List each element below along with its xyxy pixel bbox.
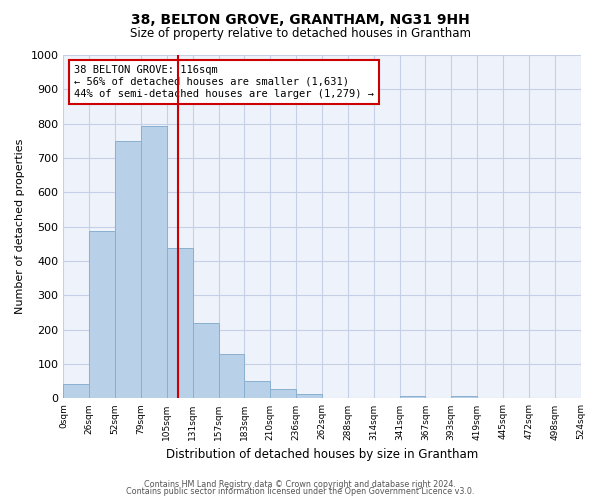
Bar [451, 396, 477, 398]
Y-axis label: Number of detached properties: Number of detached properties [15, 139, 25, 314]
Text: Contains public sector information licensed under the Open Government Licence v3: Contains public sector information licen… [126, 487, 474, 496]
Text: 38 BELTON GROVE: 116sqm
← 56% of detached houses are smaller (1,631)
44% of semi: 38 BELTON GROVE: 116sqm ← 56% of detache… [74, 66, 374, 98]
Bar [64, 384, 89, 398]
Bar [296, 394, 322, 398]
Bar [141, 126, 167, 398]
Text: 38, BELTON GROVE, GRANTHAM, NG31 9HH: 38, BELTON GROVE, GRANTHAM, NG31 9HH [131, 12, 469, 26]
Bar [270, 389, 296, 398]
Text: Size of property relative to detached houses in Grantham: Size of property relative to detached ho… [130, 28, 470, 40]
Text: Contains HM Land Registry data © Crown copyright and database right 2024.: Contains HM Land Registry data © Crown c… [144, 480, 456, 489]
Bar [89, 231, 115, 398]
Bar [193, 323, 218, 398]
X-axis label: Distribution of detached houses by size in Grantham: Distribution of detached houses by size … [166, 448, 478, 461]
Bar [400, 396, 425, 398]
Bar [244, 380, 270, 398]
Bar [167, 248, 193, 398]
Bar [218, 354, 244, 399]
Bar [115, 141, 141, 399]
